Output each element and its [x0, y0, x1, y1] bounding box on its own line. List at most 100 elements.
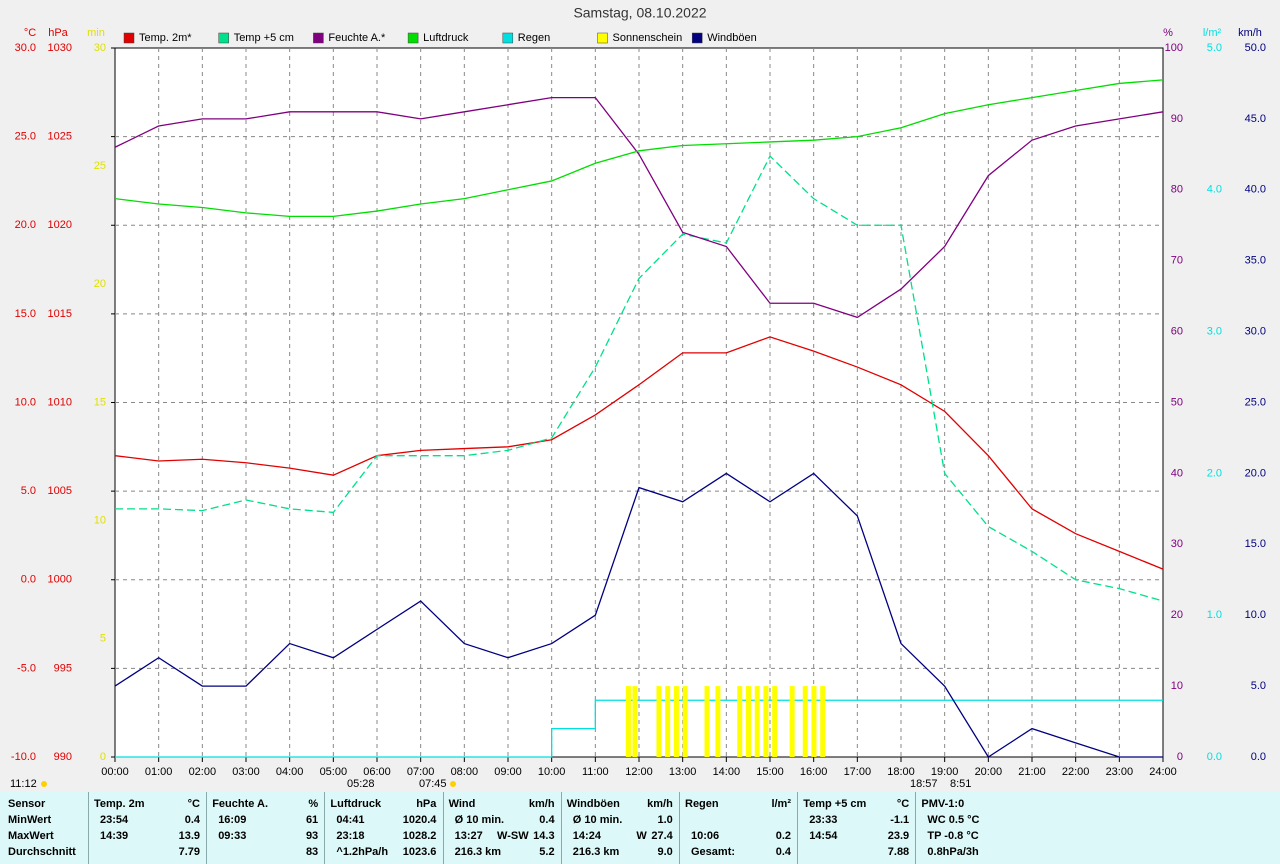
y-tick-label: 20.0: [15, 219, 36, 231]
y-tick-label: 0.0: [1251, 751, 1266, 763]
y-tick-label: 15: [94, 396, 106, 408]
group-name: Luftdruck: [330, 798, 382, 810]
y-tick-label: 50.0: [1245, 42, 1266, 54]
separator: [442, 792, 444, 864]
y-tick-label: 2.0: [1207, 467, 1222, 479]
y-tick-label: 1000: [48, 574, 72, 586]
stat-dir: W: [636, 830, 647, 842]
stat-time: ^1.2hPa/h: [336, 846, 389, 858]
stat-value: 7.79: [178, 846, 200, 858]
y-tick-label: 25: [94, 160, 106, 172]
y-tick-label: 990: [54, 751, 72, 763]
sunshine-bar: [763, 686, 769, 757]
y-tick-label: 10: [94, 515, 106, 527]
stat-value: 9.0: [657, 846, 673, 858]
x-tick-label: 23:00: [1106, 766, 1134, 778]
y-tick-label: 90: [1171, 113, 1183, 125]
legend-swatch: [123, 32, 135, 44]
series-line: [114, 96, 1164, 319]
annotation: 18:57: [910, 778, 938, 790]
sunshine-bar: [625, 686, 631, 757]
stat-value: 1023.6: [402, 846, 437, 858]
series-line: [114, 79, 1164, 218]
y-tick-label: 60: [1171, 326, 1183, 338]
y-tick-label: 1025: [48, 131, 72, 143]
separator: [324, 792, 326, 864]
group-name: PMV-1:0: [921, 798, 965, 810]
separator: [915, 792, 917, 864]
group-unit: km/h: [647, 798, 673, 810]
group-unit: °C: [896, 798, 910, 810]
y-tick-label: 15.0: [15, 308, 36, 320]
y-tick-label: 10: [1171, 680, 1183, 692]
sunshine-bar: [673, 686, 679, 757]
y-tick-label: 50: [1171, 396, 1183, 408]
legend-swatch: [313, 32, 324, 44]
stat-time: 216.3 km: [454, 846, 502, 858]
stats-table: Sensor MinWert MaxWert Durchschnitt Temp. 2m…: [0, 792, 1280, 864]
stat-time: 14:54: [809, 830, 838, 842]
group-unit: l/m²: [771, 798, 791, 810]
legend-swatch: [597, 32, 608, 44]
x-tick-label: 12:00: [625, 766, 653, 778]
y-tick-label: 3.0: [1207, 326, 1222, 338]
legend-swatch: [502, 32, 514, 44]
sun-icon: [41, 781, 47, 787]
group-unit: km/h: [528, 798, 555, 810]
y-tick-label: 70: [1171, 255, 1183, 267]
y-tick-label: 25.0: [1245, 396, 1266, 408]
y-tick-label: 20.0: [1245, 467, 1266, 479]
stat-time: 0.8hPa/3h: [927, 846, 979, 858]
stat-time: 23:33: [809, 814, 838, 826]
stat-value: 7.88: [887, 846, 910, 858]
axis-title: min: [87, 27, 105, 39]
x-tick-label: 03:00: [232, 766, 260, 778]
y-tick-label: -10.0: [11, 751, 36, 763]
axis-title: km/h: [1238, 27, 1262, 39]
stat-value: 83: [305, 846, 319, 858]
axis-title: l/m²: [1203, 27, 1222, 39]
y-tick-label: 995: [54, 662, 72, 674]
stat-time: 09:33: [218, 830, 247, 842]
group-unit: hPa: [416, 798, 437, 810]
y-tick-label: 40: [1171, 467, 1183, 479]
sunshine-bar: [772, 686, 778, 757]
group-name: Feuchte A.: [212, 798, 269, 810]
y-tick-label: 4.0: [1207, 184, 1222, 196]
stat-time: Ø 10 min.: [572, 814, 623, 826]
x-tick-label: 24:00: [1149, 766, 1177, 778]
x-tick-label: 11:00: [582, 766, 609, 778]
stat-value: 1.0: [657, 814, 673, 826]
annotation: 8:51: [950, 778, 971, 790]
separator: [679, 792, 680, 864]
sunshine-bar: [715, 686, 721, 757]
x-tick-label: 06:00: [363, 766, 391, 778]
y-tick-label: 40.0: [1245, 184, 1266, 196]
axis-title: °C: [24, 27, 36, 39]
stat-time: TP -0.8 °C: [927, 830, 979, 842]
group-unit: °C: [187, 798, 200, 810]
series-line: [115, 155, 1164, 602]
stat-time: Gesamt:: [691, 846, 736, 858]
y-tick-label: 30.0: [15, 42, 36, 54]
y-tick-label: 1.0: [1207, 609, 1222, 621]
stat-time: 16:09: [218, 814, 247, 826]
group-name: Temp +5 cm: [803, 798, 867, 810]
y-tick-label: 35.0: [1245, 255, 1266, 267]
x-tick-label: 13:00: [669, 766, 697, 778]
legend-label: Feuchte A.*: [328, 32, 386, 44]
stat-time: 14:24: [572, 830, 601, 842]
stat-time: Ø 10 min.: [454, 814, 505, 826]
y-tick-label: 0: [1177, 751, 1183, 763]
x-tick-label: 19:00: [931, 766, 959, 778]
x-tick-label: 07:00: [407, 766, 435, 778]
stat-time: 13:27: [454, 830, 483, 842]
sunshine-bar: [704, 686, 710, 757]
y-tick-label: 0: [100, 751, 106, 763]
legend-swatch: [691, 32, 703, 44]
x-tick-label: 00:00: [101, 766, 129, 778]
x-tick-label: 10:00: [538, 766, 566, 778]
row-label: Durchschnitt: [8, 846, 76, 858]
x-tick-label: 01:00: [145, 766, 173, 778]
stat-time: WC 0.5 °C: [927, 814, 980, 826]
